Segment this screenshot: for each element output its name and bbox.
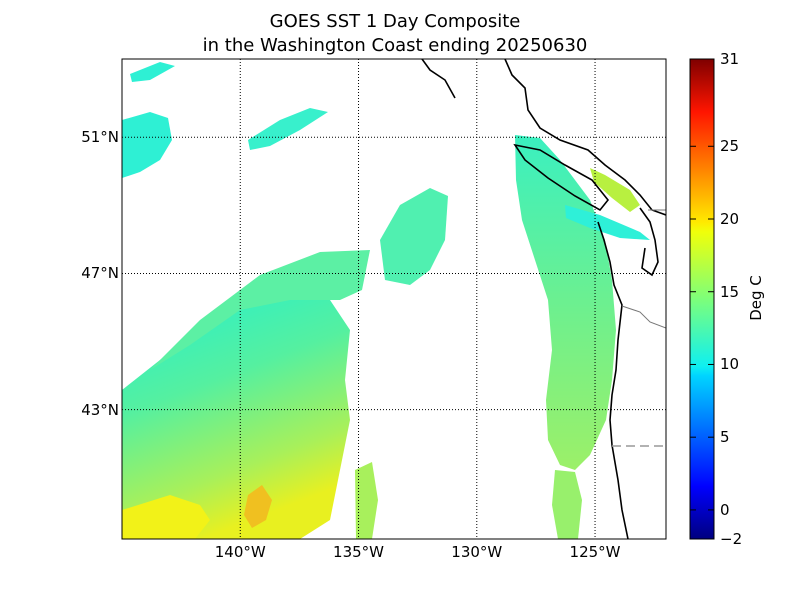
map-title-line2: in the Washington Coast ending 20250630	[202, 35, 588, 56]
coastline-bc	[504, 59, 666, 216]
state-border-wa-or	[621, 305, 666, 329]
colorbar-title: Deg C	[747, 275, 765, 321]
sst-plume-central	[380, 188, 448, 285]
colorbar-ticks	[690, 58, 714, 540]
graticule	[122, 59, 666, 539]
colorbar-tick-label: 31	[720, 50, 740, 68]
sst-juan-de-fuca	[565, 205, 650, 240]
colorbar	[689, 58, 715, 540]
sst-coastal-tail	[552, 470, 582, 539]
longitude-tick-label: 140°W	[214, 543, 266, 561]
sst-streak-north	[248, 108, 328, 150]
colorbar-tick-label: −2	[720, 530, 743, 548]
latitude-tick-label: 51°N	[81, 128, 119, 147]
sst-warm-spot	[244, 485, 272, 528]
sst-region-south	[122, 290, 350, 539]
coastline-vancouver-island	[513, 143, 610, 212]
coastline-north-islands	[421, 59, 456, 99]
sst-puget-sound	[590, 168, 640, 212]
colorbar-tick-label: 20	[720, 210, 740, 228]
latitude-tick-label: 43°N	[81, 400, 119, 419]
sst-patch-nw	[122, 112, 172, 178]
colorbar-tick-label: 0	[720, 500, 730, 519]
longitude-tick-label: 125°W	[569, 543, 621, 561]
colorbar-tick-label: 25	[720, 137, 740, 156]
colorbar-tick-label: 5	[720, 428, 730, 447]
coastline	[421, 59, 666, 539]
colorbar-tick-label: 10	[720, 355, 740, 374]
map-frame	[121, 58, 667, 540]
longitude-tick-label: 135°W	[333, 543, 384, 561]
latitude-tick-label: 47°N	[81, 264, 119, 283]
colorbar-tick-label: 15	[720, 282, 740, 301]
sst-band-mid	[150, 250, 370, 370]
political-borders	[612, 209, 666, 447]
coastline-washington-oregon	[597, 221, 629, 539]
sst-warm-core	[122, 495, 210, 539]
coastline-puget	[639, 207, 659, 277]
sst-patch-south-mid	[355, 462, 378, 539]
sst-patch-nw-top	[130, 62, 175, 82]
map-title-line1: GOES SST 1 Day Composite	[269, 11, 521, 32]
sst-field	[122, 62, 650, 539]
longitude-tick-label: 130°W	[451, 543, 503, 561]
